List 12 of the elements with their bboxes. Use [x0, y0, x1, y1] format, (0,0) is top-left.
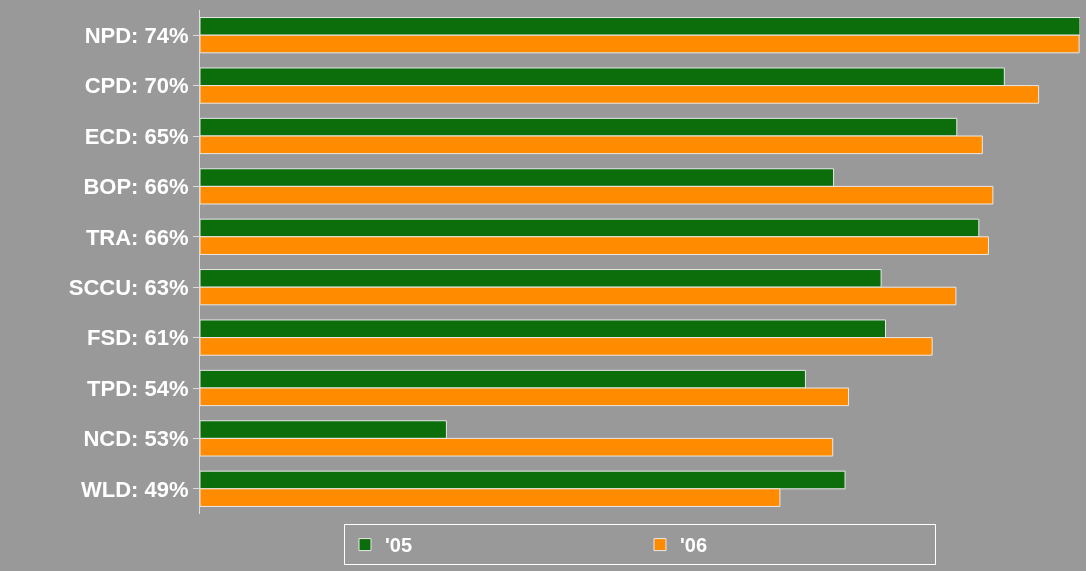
- y-tick-label: TPD: 54%: [87, 375, 189, 401]
- y-tick-label: CPD: 70%: [84, 73, 189, 99]
- y-tick-label: ECD: 65%: [84, 123, 189, 149]
- y-tick-label: TRA: 66%: [85, 224, 189, 250]
- legend-label: '06: [680, 534, 708, 557]
- y-tick-label: BOP: 66%: [83, 174, 189, 200]
- legend-label: '05: [385, 534, 413, 557]
- y-tick-label: NCD: 53%: [83, 426, 189, 452]
- y-tick-label: WLD: 49%: [81, 476, 189, 502]
- y-tick-label: FSD: 61%: [87, 325, 189, 351]
- y-tick-label: NPD: 74%: [84, 22, 189, 48]
- y-tick-label: SCCU: 63%: [68, 274, 189, 300]
